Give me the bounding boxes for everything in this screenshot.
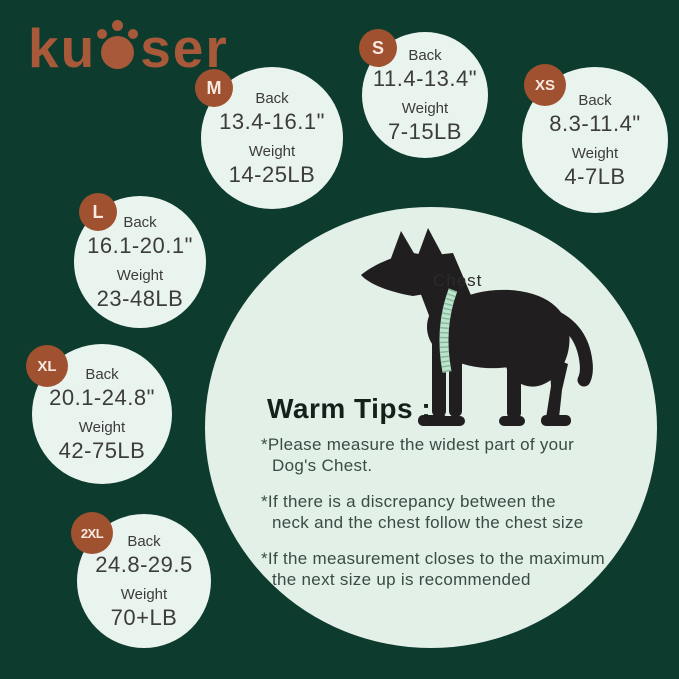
back-range: 11.4-13.4"	[372, 65, 478, 91]
weight-label: Weight	[401, 99, 449, 117]
weight-range: 14-25LB	[228, 161, 316, 187]
weight-label: Weight	[571, 144, 619, 162]
weight-range: 42-75LB	[58, 437, 146, 463]
paw-print-icon	[97, 16, 139, 72]
warm-tip-1: *Please measure the widest part of your …	[261, 435, 575, 475]
back-label: Back	[127, 532, 161, 550]
weight-label: Weight	[120, 585, 168, 603]
back-label: Back	[85, 365, 119, 383]
back-range: 16.1-20.1"	[87, 232, 193, 258]
size-badge-m: M	[195, 69, 233, 107]
weight-range: 4-7LB	[564, 163, 626, 189]
size-badge-s: S	[359, 29, 397, 67]
weight-label: Weight	[248, 142, 296, 160]
size-badge-xs: XS	[524, 64, 566, 106]
back-range: 13.4-16.1"	[219, 108, 325, 134]
size-badge-2xl: 2XL	[71, 512, 113, 554]
logo-text-ku: ku	[28, 17, 97, 79]
weight-label: Weight	[78, 418, 126, 436]
back-range: 20.1-24.8"	[49, 384, 155, 410]
warm-tips-list: *Please measure the widest part of your …	[261, 434, 611, 605]
back-label: Back	[255, 89, 289, 107]
diagram-circle: Chest Warm Tips : *Please measure the wi…	[205, 207, 657, 648]
kuoser-logo: ku ser	[28, 16, 229, 76]
back-range: 8.3-11.4"	[549, 110, 641, 136]
logo-text-ser: ser	[140, 17, 229, 79]
warm-tip-3: *If the measurement closes to the maximu…	[261, 549, 605, 589]
warm-tips-heading: Warm Tips :	[267, 393, 432, 424]
measuring-tape-icon	[439, 288, 458, 373]
weight-range: 23-48LB	[96, 285, 184, 311]
back-label: Back	[578, 91, 612, 109]
weight-range: 7-15LB	[388, 118, 462, 144]
back-label: Back	[123, 213, 157, 231]
size-badge-xl: XL	[26, 345, 68, 387]
weight-label: Weight	[116, 266, 164, 284]
chest-label: Chest	[433, 271, 483, 290]
size-circle-l: Back 16.1-20.1" Weight 23-48LB	[74, 196, 206, 328]
size-badge-l: L	[79, 193, 117, 231]
back-range: 24.8-29.5	[95, 551, 193, 577]
back-label: Back	[408, 46, 442, 64]
weight-range: 70+LB	[110, 604, 178, 630]
warm-tip-2: *If there is a discrepancy between the n…	[261, 492, 584, 532]
size-circle-xs: Back 8.3-11.4" Weight 4-7LB	[522, 67, 668, 213]
dog-silhouette-icon	[361, 228, 593, 426]
